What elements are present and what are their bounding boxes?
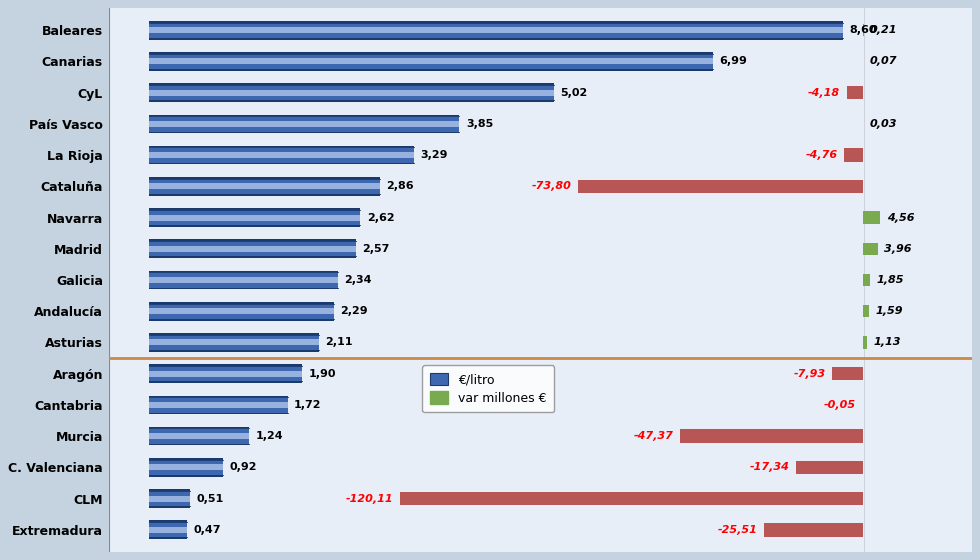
Bar — [149, 522, 187, 538]
Bar — [832, 367, 862, 380]
Bar — [149, 491, 190, 506]
Text: -47,37: -47,37 — [634, 431, 673, 441]
Bar — [149, 121, 460, 127]
Bar — [149, 496, 190, 502]
Bar — [149, 116, 460, 132]
Text: -7,93: -7,93 — [794, 368, 826, 379]
Bar — [862, 337, 867, 348]
Bar — [149, 460, 223, 475]
Text: -120,11: -120,11 — [346, 493, 393, 503]
Text: -4,18: -4,18 — [808, 88, 840, 97]
Text: 1,24: 1,24 — [256, 431, 283, 441]
Bar — [862, 242, 878, 255]
Text: 1,90: 1,90 — [309, 368, 336, 379]
Bar — [149, 395, 287, 414]
Bar — [862, 274, 870, 286]
Bar — [149, 433, 249, 439]
Text: -73,80: -73,80 — [532, 181, 571, 192]
Bar — [149, 85, 554, 100]
Bar — [862, 305, 869, 318]
Bar — [149, 402, 287, 408]
Bar — [149, 277, 338, 283]
Bar — [149, 458, 223, 477]
Bar — [796, 461, 862, 474]
Text: -25,51: -25,51 — [718, 525, 758, 535]
Bar — [578, 180, 862, 193]
Bar — [149, 52, 712, 71]
Text: 2,11: 2,11 — [325, 338, 353, 347]
Bar — [149, 335, 319, 350]
Text: 2,57: 2,57 — [363, 244, 390, 254]
Bar — [149, 179, 379, 194]
Text: 3,29: 3,29 — [420, 150, 448, 160]
Text: 3,96: 3,96 — [885, 244, 912, 254]
Bar — [149, 240, 356, 258]
Bar — [680, 430, 862, 443]
Bar — [149, 147, 415, 163]
Text: 1,59: 1,59 — [875, 306, 903, 316]
Bar — [149, 210, 361, 225]
Text: -0,05: -0,05 — [824, 400, 857, 410]
Bar — [149, 333, 319, 352]
Bar — [149, 114, 460, 133]
Text: 0,07: 0,07 — [869, 57, 897, 67]
Bar — [149, 183, 379, 189]
Bar — [149, 520, 187, 539]
Bar — [149, 302, 333, 320]
Bar — [149, 272, 338, 288]
Text: 2,62: 2,62 — [367, 213, 394, 222]
Bar — [847, 86, 862, 99]
Bar — [149, 21, 843, 40]
Bar — [149, 146, 415, 165]
Bar — [149, 270, 338, 290]
Bar — [149, 90, 554, 96]
Bar — [400, 492, 862, 505]
Bar — [149, 489, 190, 508]
Text: 0,21: 0,21 — [870, 25, 898, 35]
Text: 8,60: 8,60 — [849, 25, 876, 35]
Bar — [149, 54, 712, 69]
Bar — [149, 304, 333, 319]
Bar — [862, 212, 880, 223]
Bar — [149, 428, 249, 444]
Text: 0,03: 0,03 — [869, 119, 897, 129]
Text: 2,86: 2,86 — [386, 181, 414, 192]
Text: 6,99: 6,99 — [719, 57, 747, 67]
Bar — [149, 397, 287, 413]
Bar — [149, 366, 302, 381]
Bar — [149, 58, 712, 64]
Bar — [149, 214, 361, 221]
Bar — [149, 22, 843, 38]
Text: 5,02: 5,02 — [561, 88, 587, 97]
Bar — [149, 427, 249, 446]
Legend: €/litro, var millones €: €/litro, var millones € — [422, 365, 555, 412]
Text: 1,72: 1,72 — [294, 400, 321, 410]
Bar — [149, 308, 333, 314]
Text: 4,56: 4,56 — [887, 213, 914, 222]
Bar — [764, 523, 862, 536]
Bar — [149, 241, 356, 256]
Bar — [149, 339, 319, 346]
Bar — [149, 83, 554, 102]
Text: 3,85: 3,85 — [466, 119, 493, 129]
Text: 0,47: 0,47 — [193, 525, 220, 535]
Bar — [149, 208, 361, 227]
Text: 2,34: 2,34 — [344, 275, 371, 285]
Bar — [149, 365, 302, 383]
Bar — [845, 148, 862, 162]
Bar — [149, 527, 187, 533]
Text: 2,29: 2,29 — [340, 306, 368, 316]
Bar — [149, 152, 415, 158]
Text: -17,34: -17,34 — [750, 463, 790, 472]
Bar — [149, 371, 302, 377]
Bar — [149, 27, 843, 33]
Text: 1,85: 1,85 — [876, 275, 904, 285]
Bar — [149, 464, 223, 470]
Bar — [149, 246, 356, 252]
Text: -4,76: -4,76 — [806, 150, 838, 160]
Text: 0,51: 0,51 — [196, 493, 223, 503]
Text: 1,13: 1,13 — [873, 338, 901, 347]
Bar — [149, 177, 379, 195]
Text: 0,92: 0,92 — [229, 463, 257, 472]
